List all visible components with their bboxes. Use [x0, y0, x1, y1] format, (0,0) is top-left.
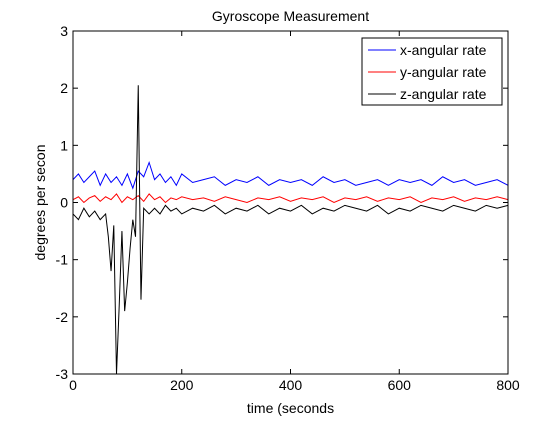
x-tick-label: 400	[279, 377, 303, 393]
y-tick-label: -2	[56, 309, 69, 325]
series-line-2	[72, 85, 509, 375]
legend: x-angular rate y-angular rate z-angular …	[361, 37, 503, 106]
y-tick-label: -1	[56, 252, 69, 268]
x-tick-label: 800	[496, 377, 520, 393]
x-tick-label: 0	[69, 377, 77, 393]
x-tick-label: 200	[170, 377, 194, 393]
y-tick-label: 3	[60, 23, 68, 39]
y-tick-label: -3	[56, 366, 69, 382]
x-axis-label: time (seconds	[247, 400, 334, 416]
x-axis-ticks: 0 200 400 600 800	[69, 31, 520, 393]
legend-label-x: x-angular rate	[400, 42, 487, 58]
series-line-1	[72, 193, 509, 204]
y-axis-label: degrees per secon	[32, 145, 48, 261]
legend-label-z: z-angular rate	[400, 86, 487, 102]
y-tick-label: 2	[60, 80, 68, 96]
legend-label-y: y-angular rate	[400, 64, 487, 80]
series-layer	[72, 85, 509, 375]
y-axis-ticks: -3 -2 -1 0 1 2 3	[56, 23, 508, 382]
x-tick-label: 600	[388, 377, 412, 393]
y-tick-label: 1	[60, 137, 68, 153]
series-line-0	[72, 160, 509, 190]
y-tick-label: 0	[60, 195, 68, 211]
chart-title: Gyroscope Measurement	[212, 8, 369, 24]
